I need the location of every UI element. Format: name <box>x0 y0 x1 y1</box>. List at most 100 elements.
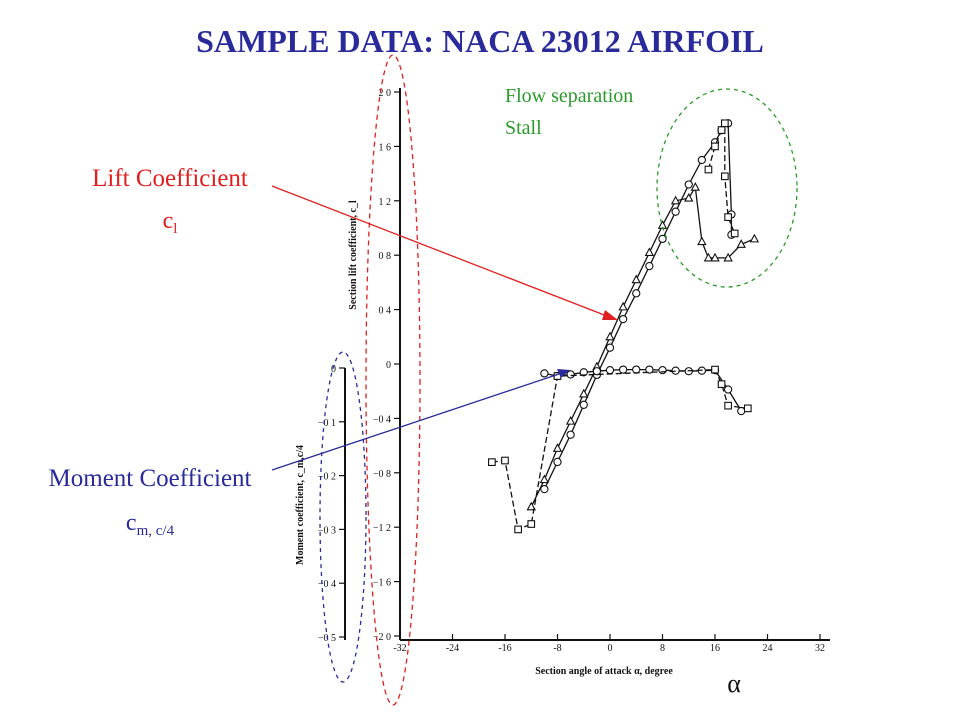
lift-tick-label: −1 6 <box>373 578 391 589</box>
lift-axis-highlight <box>365 54 421 706</box>
chart: 2 0 1 6 1 2 0 8 0 4 0 −0 4 −0 8 −1 2 −1 6 −2 0 0 −0… <box>295 88 830 677</box>
lift-coefficient-label: Lift Coefficient <box>92 165 248 192</box>
moment-data-point <box>723 385 733 394</box>
lift-data-point <box>710 252 720 262</box>
lift-data-point <box>684 180 693 189</box>
x-tick-label: -24 <box>446 643 459 654</box>
lift-data-point <box>684 192 694 202</box>
moment-data-point <box>737 406 746 416</box>
lift-data-point <box>644 247 655 257</box>
lift-tick-label: 1 6 <box>379 142 392 153</box>
lift-tick-label: −1 2 <box>373 523 391 534</box>
lift-data-point <box>579 400 588 409</box>
moment-pointer-arrow <box>271 371 566 471</box>
moment-data-point <box>645 365 654 374</box>
moment-tick-label: −0 3 <box>318 525 336 536</box>
x-tick-label: 24 <box>763 643 773 654</box>
x-tick-label: -32 <box>393 643 406 654</box>
lift-data-point <box>730 229 739 238</box>
moment-tick-label: −0 1 <box>318 418 336 429</box>
lift-tick-label: −0 8 <box>373 469 391 480</box>
lift-data-point <box>553 457 562 467</box>
stall-label: Stall <box>505 117 542 139</box>
lift-data-point <box>565 415 576 425</box>
moment-data-point <box>488 458 496 467</box>
x-tick-label: 8 <box>660 643 665 654</box>
lift-data-point <box>749 233 760 243</box>
lift-pointer-arrow <box>271 185 613 319</box>
lift-tick-label: −2 0 <box>373 632 391 643</box>
series-layer <box>488 119 760 534</box>
moment-data-point <box>724 401 732 410</box>
lift-data-point <box>566 430 575 439</box>
moment-data-point <box>743 404 752 413</box>
slide-title: SAMPLE DATA: NACA 23012 AIRFOIL <box>196 23 764 59</box>
lift-pointer-arrowhead <box>602 310 618 320</box>
moment-data-point <box>605 366 615 375</box>
lift-data-point <box>703 252 714 262</box>
moment-data-point <box>579 368 588 377</box>
lift-data-point <box>671 207 680 216</box>
lift-data-point <box>526 501 536 511</box>
x-tick-label: -8 <box>553 643 561 654</box>
flow-separation-label: Flow separation <box>505 85 633 107</box>
lift-data-point <box>605 331 615 341</box>
moment-tick-label: −0 2 <box>318 472 336 483</box>
lift-data-point <box>539 474 550 484</box>
lift-data-point <box>736 239 746 248</box>
lift-data-point <box>723 252 733 262</box>
moment-data-point <box>501 456 509 465</box>
lift-tick-label: 0 <box>386 360 391 371</box>
lift-coefficient-symbol: cl <box>163 208 178 237</box>
lift-data-point <box>690 182 701 191</box>
lift-tick-label: 2 0 <box>379 88 392 99</box>
moment-data-point <box>527 520 536 528</box>
lift-data-point <box>704 165 713 174</box>
lift-data-point <box>658 234 667 244</box>
moment-data-point <box>514 525 522 534</box>
lift-series-line <box>530 185 755 508</box>
lift-data-point <box>720 172 729 181</box>
alpha-symbol: α <box>727 669 741 698</box>
lift-data-point <box>724 213 732 221</box>
lift-data-point <box>631 274 641 284</box>
lift-data-point <box>717 126 726 134</box>
moment-data-point <box>711 365 719 374</box>
x-axis-ticks: -32 -24 -16 -8 0 8 16 24 32 <box>393 634 825 654</box>
x-tick-label: 0 <box>608 643 613 654</box>
lift-data-point <box>618 301 628 311</box>
lift-data-point <box>720 119 729 128</box>
lift-axis-ticks: 2 0 1 6 1 2 0 8 0 4 0 −0 4 −0 8 −1 2 −1 6 −2 0 <box>373 88 400 643</box>
moment-coefficient-label: Moment Coefficient <box>49 465 252 492</box>
stall-region-highlight <box>656 88 798 288</box>
moment-pointer-arrowhead <box>557 369 570 378</box>
moment-axis-highlight <box>319 351 367 683</box>
lift-data-point <box>552 443 563 452</box>
moment-data-point <box>717 380 726 388</box>
moment-axis-ticks: 0−0 1−0 2−0 3−0 4−0 5 <box>318 364 345 644</box>
moment-tick-label: 0 <box>331 364 336 375</box>
lift-tick-label: 0 4 <box>379 306 392 317</box>
lift-tick-label: −0 4 <box>373 414 391 425</box>
moment-coefficient-symbol: cm, c/4 <box>126 510 175 539</box>
lift-data-point <box>632 289 641 298</box>
x-tick-label: 16 <box>710 643 720 654</box>
moment-data-point <box>566 370 575 379</box>
lift-tick-label: 0 8 <box>379 251 392 262</box>
moment-axis-title: Moment coefficient, c_m,c/4 <box>295 445 306 565</box>
lift-data-point <box>540 484 549 494</box>
x-tick-label: -16 <box>498 643 511 654</box>
lift-tick-label: 1 2 <box>379 197 392 208</box>
lift-data-point <box>697 236 707 246</box>
moment-tick-label: −0 4 <box>318 579 336 590</box>
lift-data-point <box>605 343 615 352</box>
moment-data-point <box>658 366 667 375</box>
x-tick-label: 32 <box>815 643 825 654</box>
moment-data-point <box>618 365 628 374</box>
moment-data-point <box>592 367 602 376</box>
lift-axis-title: Section lift coefficient, c_l <box>348 200 359 310</box>
lift-data-point <box>697 155 707 165</box>
lift-data-point <box>711 142 719 151</box>
lift-data-point <box>645 261 654 271</box>
